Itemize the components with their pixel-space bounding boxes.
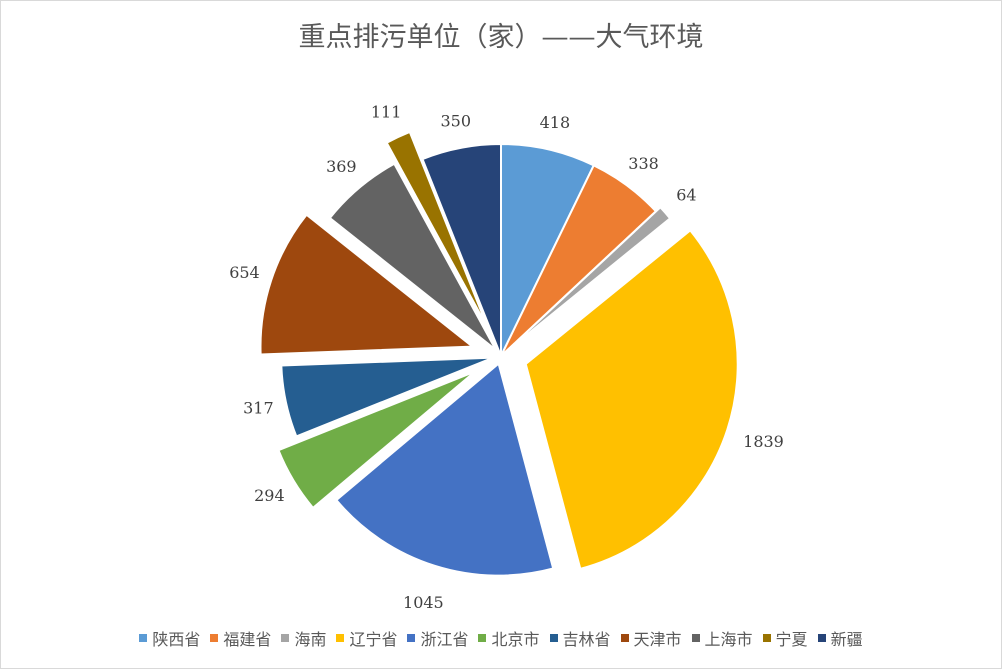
legend-item: 北京市 [478, 626, 540, 650]
legend-item: 吉林省 [549, 626, 611, 650]
pie-slice-6 [280, 356, 494, 438]
legend-swatch [407, 634, 416, 642]
legend-swatch [620, 634, 629, 642]
legend-item: 浙江省 [407, 626, 468, 650]
pie-slice-8 [328, 162, 497, 351]
data-label-2: 64 [676, 185, 696, 204]
legend-item: 新疆 [817, 626, 863, 650]
legend-swatch [691, 634, 700, 642]
legend-item: 福建省 [210, 626, 271, 650]
data-label-8: 369 [326, 157, 357, 176]
data-label-10: 350 [440, 111, 471, 130]
data-label-5: 294 [254, 486, 285, 505]
legend-label: 北京市 [491, 630, 540, 649]
pie-slice-5 [277, 370, 476, 510]
legend-swatch [478, 634, 487, 642]
data-label-1: 338 [628, 154, 659, 173]
legend-swatch [281, 634, 290, 642]
data-label-4: 1045 [403, 593, 444, 612]
legend-item: 辽宁省 [336, 626, 397, 650]
pie-slice-9 [385, 130, 490, 330]
legend-item: 宁夏 [762, 626, 808, 650]
legend-label: 辽宁省 [349, 630, 398, 649]
legend-item: 陕西省 [139, 626, 200, 650]
pie-slice-7 [259, 213, 476, 356]
legend-swatch [210, 634, 219, 642]
data-label-3: 1839 [743, 432, 784, 451]
legend-swatch [817, 634, 826, 642]
legend-swatch [762, 634, 771, 642]
chart-title: 重点排污单位（家）——大气环境 [298, 22, 704, 53]
legend-item: 上海市 [691, 626, 753, 650]
pie-slice-3 [524, 228, 739, 571]
legend-label: 新疆 [830, 630, 863, 649]
legend-label: 福建省 [223, 630, 272, 649]
legend-label: 浙江省 [420, 630, 469, 649]
legend-label: 吉林省 [562, 630, 611, 649]
pie-slice-4 [334, 361, 555, 577]
legend-label: 海南 [294, 630, 327, 649]
legend-label: 天津市 [633, 630, 682, 649]
legend: 陕西省 福建省 海南 辽宁省 浙江省 北京市 吉林省 天津市 上海市 宁夏 新疆 [1, 626, 1001, 650]
data-label-9: 111 [371, 103, 402, 122]
legend-item: 天津市 [620, 626, 682, 650]
legend-label: 宁夏 [775, 630, 808, 649]
pie-slice-10 [421, 142, 502, 357]
legend-item: 海南 [281, 626, 326, 650]
legend-label: 上海市 [704, 630, 753, 649]
legend-label: 陕西省 [152, 630, 201, 649]
data-label-7: 654 [229, 263, 260, 282]
data-label-0: 418 [540, 113, 571, 132]
legend-swatch [336, 634, 345, 642]
pie-slice-2 [504, 205, 672, 353]
legend-swatch [139, 634, 148, 642]
data-label-6: 317 [243, 398, 274, 417]
legend-swatch [549, 634, 558, 642]
